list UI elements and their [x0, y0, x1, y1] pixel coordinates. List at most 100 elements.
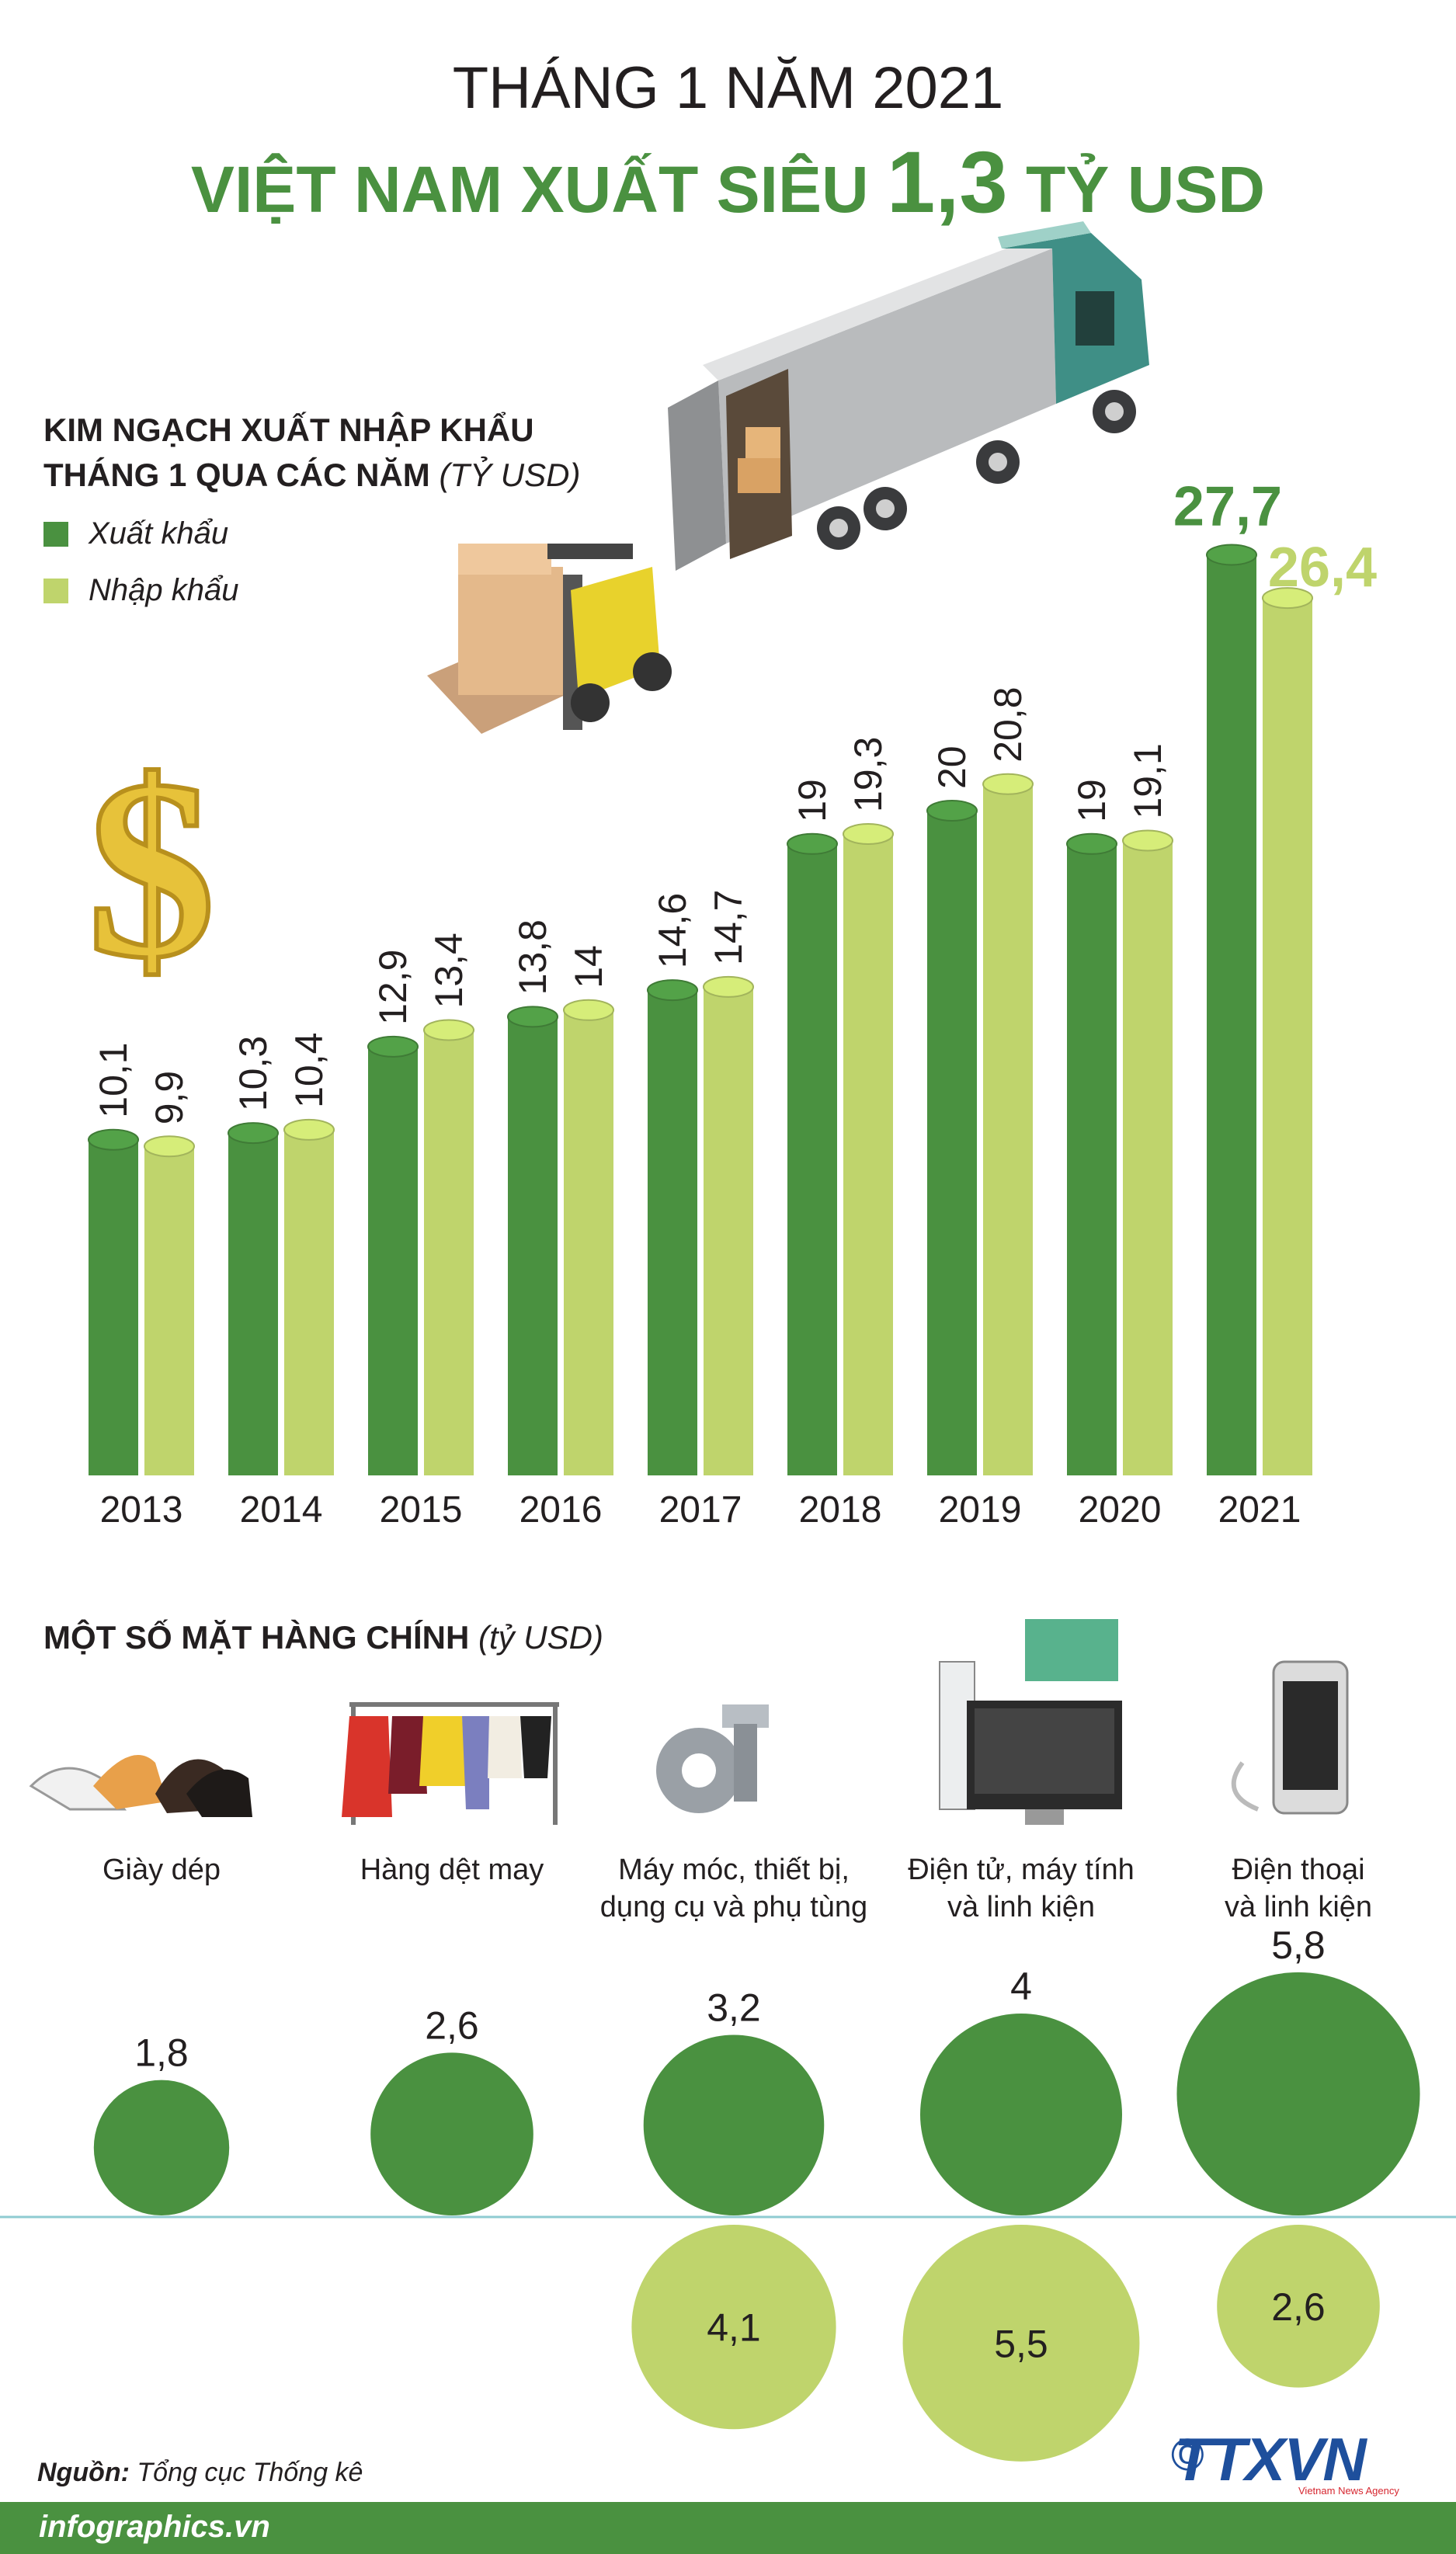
bar-label-import-2014: 10,4: [287, 1033, 331, 1108]
x-tick-2020: 2020: [1079, 1489, 1162, 1531]
bar-cap-import-2016: [563, 999, 614, 1021]
bubble-export-1: [370, 2052, 533, 2215]
bar-import-2018: [843, 833, 893, 1475]
chart1-title: KIM NGẠCH XUẤT NHẬP KHẨU THÁNG 1 QUA CÁC…: [43, 408, 580, 498]
bar-cap-export-2014: [228, 1122, 279, 1145]
bar-cap-export-2016: [507, 1006, 558, 1028]
agency-subtitle: Vietnam News Agency: [1298, 2485, 1399, 2497]
bar-cap-import-2014: [283, 1118, 335, 1141]
bar-import-2021: [1263, 598, 1312, 1475]
agency-logo: TTXVN: [1174, 2425, 1367, 2493]
bar-export-2020: [1067, 843, 1117, 1475]
title-value: 1,3: [887, 134, 1008, 231]
bar-cap-export-2015: [367, 1035, 419, 1058]
chart2-title: MỘT SỐ MẶT HÀNG CHÍNH (tỷ USD): [43, 1619, 603, 1656]
bar-export-2014: [228, 1133, 278, 1475]
gears-icon: [656, 1704, 769, 1813]
legend-export: Xuất khẩu: [43, 516, 228, 551]
forklift-icon: [427, 544, 672, 734]
bar-import-2013: [144, 1146, 194, 1475]
chart1-unit: (TỶ USD): [439, 457, 581, 493]
bar-label-import-2016: 14: [567, 945, 610, 989]
bubble-chart: Giày dép 1,8 Hàng dệt may 2,6 Máy móc, thiết…: [0, 1854, 1456, 2462]
bar-cap-import-2021: [1262, 587, 1313, 610]
svg-text:$: $: [88, 728, 216, 1011]
chart1-title-line2: THÁNG 1 QUA CÁC NĂM: [43, 457, 430, 493]
bar-cap-import-2013: [144, 1135, 195, 1158]
legend-export-swatch: [43, 521, 68, 547]
x-tick-2014: 2014: [240, 1489, 323, 1531]
category-label-line2-3: và linh kiện: [947, 1891, 1095, 1923]
category-label-1: Hàng dệt may: [360, 1854, 544, 1886]
legend-import-swatch: [43, 578, 68, 603]
bubble-label-export-3: 4: [1010, 1965, 1032, 2008]
category-label-line2-4: và linh kiện: [1225, 1891, 1372, 1923]
bar-label-export-2018: 19: [791, 779, 834, 822]
bar-export-2021: [1207, 554, 1256, 1476]
dollar-icon: $: [85, 725, 218, 1013]
bar-label-export-2014: 10,3: [231, 1036, 275, 1111]
x-tick-2013: 2013: [100, 1489, 183, 1531]
bar-cap-export-2018: [787, 832, 838, 855]
bar-export-2013: [89, 1139, 138, 1475]
bar-cap-export-2021: [1206, 544, 1257, 566]
bar-cap-import-2017: [703, 975, 754, 998]
bar-label-export-2016: 13,8: [511, 919, 554, 995]
bar-import-2019: [983, 784, 1033, 1475]
bar-cap-export-2019: [926, 800, 978, 822]
bar-cap-export-2013: [88, 1128, 139, 1151]
bar-export-2018: [787, 843, 837, 1475]
bubble-export-4: [1176, 1972, 1420, 2215]
page-title-line2: VIỆT NAM XUẤT SIÊU 1,3 TỶ USD: [0, 132, 1456, 232]
source-label: Nguồn:: [37, 2458, 130, 2487]
bar-cap-import-2018: [843, 822, 894, 845]
bar-label-export-2021: 27,7: [1173, 475, 1282, 537]
bar-label-export-2020: 19: [1070, 779, 1114, 822]
bubble-label-import-4: 2,6: [1271, 2285, 1326, 2329]
legend-import: Nhập khẩu: [43, 573, 238, 608]
bar-import-2020: [1123, 840, 1173, 1475]
bubble-label-export-1: 2,6: [425, 2003, 479, 2047]
bar-label-import-2020: 19,1: [1126, 743, 1169, 818]
bar-label-export-2013: 10,1: [92, 1042, 135, 1117]
bar-cap-export-2017: [647, 979, 698, 1002]
copyright-icon: ©: [1171, 2430, 1204, 2480]
category-label-3: Điện tử, máy tính: [908, 1854, 1135, 1886]
source-text: Tổng cục Thống kê: [137, 2458, 363, 2487]
truck-icon: [668, 221, 1149, 571]
category-label-line2-2: dụng cụ và phụ tùng: [600, 1891, 867, 1923]
footer-bar: [0, 2502, 1456, 2554]
bar-label-export-2019: 20: [930, 745, 974, 789]
legend-export-label: Xuất khẩu: [89, 516, 229, 551]
bubble-label-export-2: 3,2: [707, 1986, 761, 2029]
bubble-import-3: [902, 2225, 1140, 2462]
x-tick-2019: 2019: [939, 1489, 1022, 1531]
legend-import-label: Nhập khẩu: [89, 573, 239, 607]
chart1-title-line1: KIM NGẠCH XUẤT NHẬP KHẨU: [43, 412, 534, 448]
bar-label-import-2015: 13,4: [427, 933, 471, 1008]
bubble-import-2: [631, 2225, 836, 2430]
bar-export-2017: [648, 990, 697, 1475]
x-tick-2015: 2015: [380, 1489, 463, 1531]
bar-cap-import-2019: [982, 773, 1034, 795]
bar-label-import-2018: 19,3: [846, 737, 890, 812]
bubble-import-4: [1217, 2225, 1380, 2388]
bubble-export-3: [920, 2014, 1122, 2215]
bubble-label-import-3: 5,5: [994, 2322, 1048, 2365]
shoes-icon: [29, 1755, 252, 1817]
bar-cap-export-2020: [1066, 832, 1117, 855]
title-prefix: VIỆT NAM XUẤT SIÊU: [190, 153, 869, 226]
bar-export-2016: [508, 1016, 558, 1475]
phone-icon: [1231, 1660, 1349, 1815]
bar-import-2015: [424, 1030, 474, 1475]
bar-label-import-2013: 9,9: [148, 1071, 191, 1125]
source-note: Nguồn: Tổng cục Thống kê: [37, 2458, 363, 2488]
category-label-2: Máy móc, thiết bị,: [618, 1854, 850, 1886]
bar-label-import-2019: 20,8: [986, 686, 1030, 762]
bar-label-import-2021: 26,4: [1268, 537, 1377, 599]
bar-label-import-2017: 14,7: [707, 890, 750, 965]
x-tick-2017: 2017: [659, 1489, 742, 1531]
site-link[interactable]: infographics.vn: [39, 2510, 270, 2544]
